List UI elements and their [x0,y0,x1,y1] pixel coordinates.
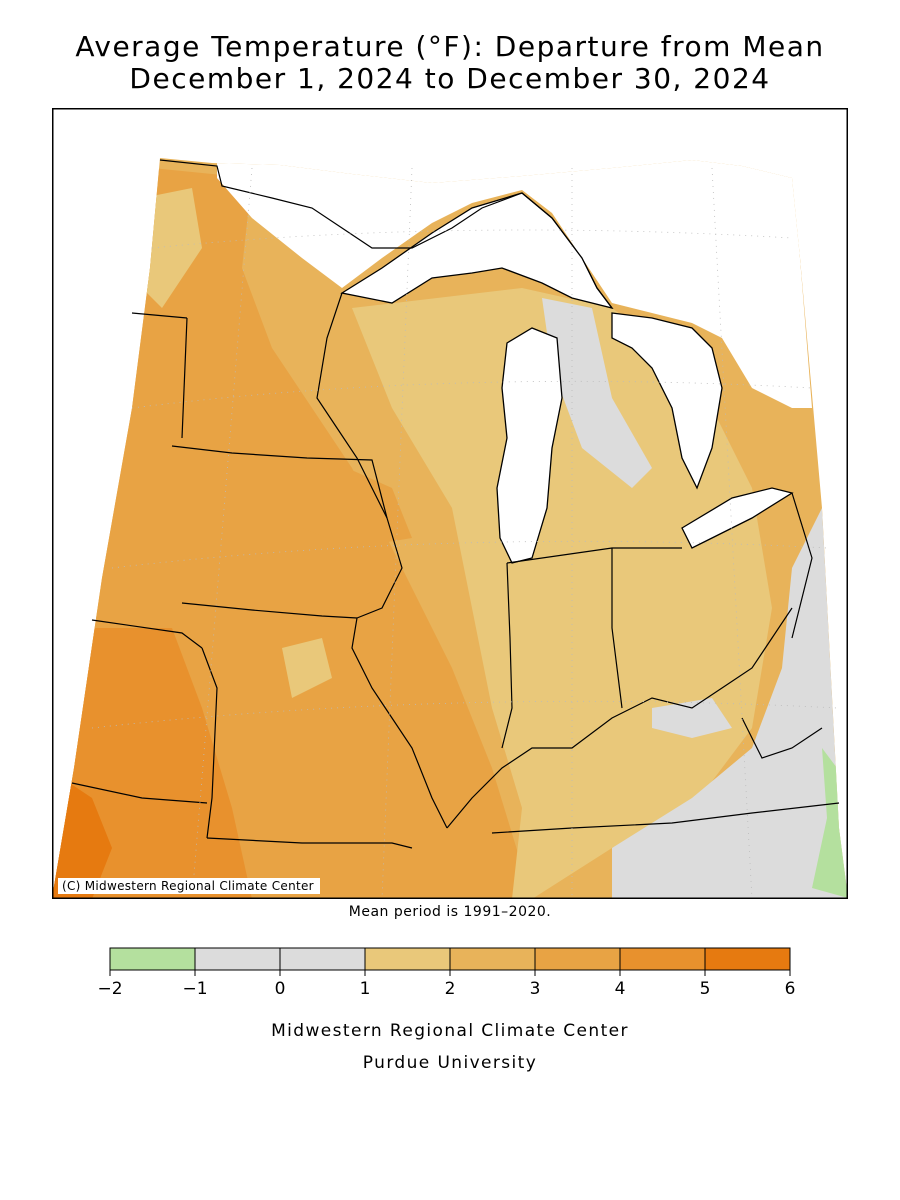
wv-va-border [741,717,823,759]
ohio-river [446,607,793,829]
ok-line [71,782,208,804]
mo-ar-border [206,837,413,849]
legend-tick-label-0: −2 [97,979,122,999]
legend-swatch-6 [619,947,706,971]
in-oh-border [611,548,623,709]
map-title-line2: December 1, 2024 to December 30, 2024 [129,62,771,95]
graticule-lon-4 [711,167,753,899]
color-legend: −2 −1 0 1 2 3 4 5 6 [97,947,796,999]
mn-ia-border [171,445,388,519]
band-0-1-ohio [652,698,732,738]
nd-sd-line [131,312,188,319]
legend-tick-label-8: 6 [785,979,796,999]
band-1-2-nw [142,188,202,308]
graticule-lon-1 [191,167,253,899]
ia-mo-border [181,602,358,619]
credit-organization: Midwestern Regional Climate Center [271,1021,629,1041]
legend-swatch-7 [704,947,791,971]
mo-il-border [351,617,448,829]
legend-tick-label-4: 2 [445,979,456,999]
band-1-2-ia [282,638,332,698]
mean-period-note: Mean period is 1991–2020. [348,904,552,920]
legend-swatch-3 [364,947,451,971]
graticule-lat-4 [91,700,838,729]
legend-swatch-2 [279,947,366,971]
copyright-label: (C) Midwestern Regional Climate Center [58,878,320,894]
ky-tn-border [491,802,840,834]
pa-line [791,492,813,639]
ks-mo-border [201,647,218,839]
band-1-2-east [352,288,772,898]
coast-superior [159,159,613,309]
lake-erie [681,487,794,549]
canada-land [162,158,812,408]
legend-tick-label-3: 1 [360,979,371,999]
band-0-1-mi [542,298,652,488]
il-in-border [501,562,513,749]
band-0-1-east [612,508,848,898]
map-title-line1: Average Temperature (°F): Departure from… [75,30,825,63]
band-3-4-central [302,448,412,548]
credit-university: Purdue University [362,1053,538,1073]
departure-map [52,108,848,899]
legend-swatch-0 [109,947,196,971]
legend-tick-label-7: 5 [700,979,711,999]
lake-michigan [496,327,563,564]
lake-huron [611,312,723,490]
ia-il-border [356,517,403,619]
legend-tick-label-1: −1 [182,979,207,999]
sd-mn-line [181,317,188,439]
ne-ks-border [91,619,203,649]
legend-tick-label-6: 4 [615,979,626,999]
legend-tick-label-2: 0 [275,979,286,999]
legend-swatch-1 [194,947,281,971]
mi-oh-border [506,547,682,564]
legend-tick-label-5: 3 [530,979,541,999]
mn-wi-border [316,292,388,519]
map-frame [52,108,848,899]
legend-swatch-4 [449,947,536,971]
legend-swatch-5 [534,947,621,971]
